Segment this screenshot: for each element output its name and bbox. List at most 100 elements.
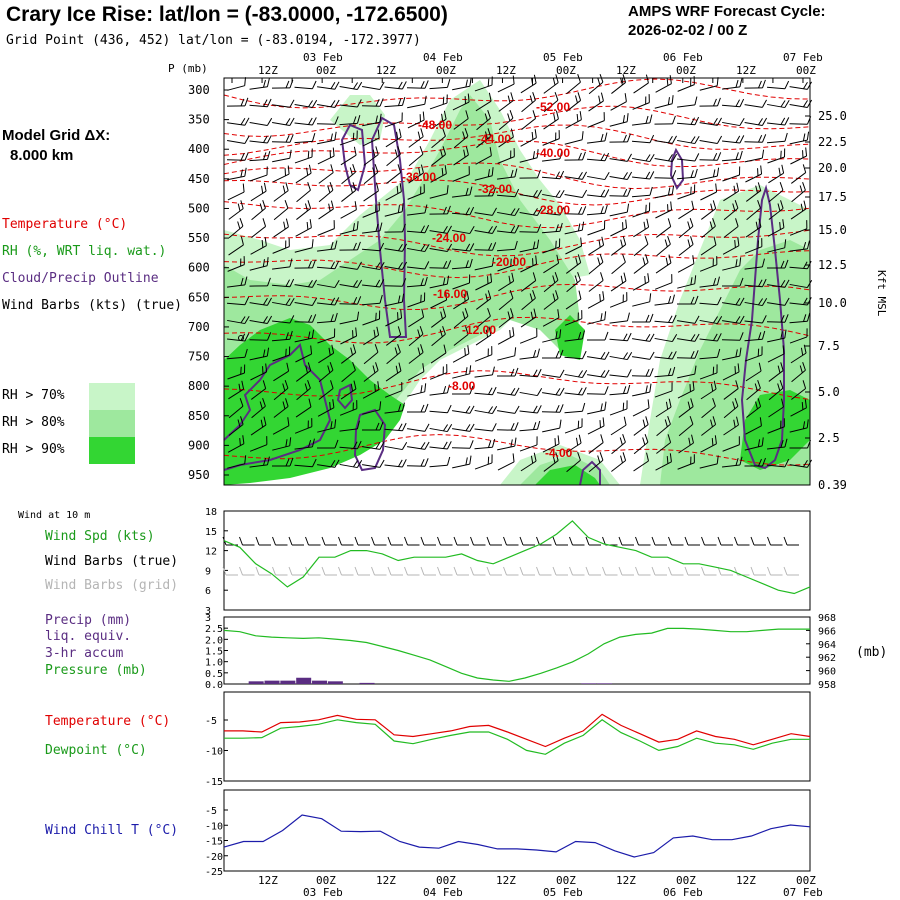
- wind-barb-flag: [240, 200, 244, 209]
- wind-barb-shaft: [656, 442, 671, 454]
- wind-barb-flag: [649, 114, 653, 123]
- wind-barb: [587, 132, 608, 144]
- wind-barb-flag: [532, 349, 537, 358]
- wind-barb-flag: [713, 380, 717, 390]
- wind-barb-flag: [757, 439, 761, 447]
- pressure-tick-label: 500: [188, 201, 210, 215]
- wind-barb-shaft: [722, 265, 740, 271]
- wind-barb: [541, 404, 564, 413]
- wind-barb: [429, 404, 452, 414]
- wind-barb: [430, 291, 448, 309]
- wind-barb-shaft: [429, 464, 448, 468]
- wind-barb: [789, 240, 810, 252]
- wind-barb: [744, 437, 764, 451]
- wind-barb-flag: [333, 328, 336, 338]
- wind-barb-flag: [439, 149, 443, 158]
- wind-barb-shaft: [227, 85, 245, 91]
- wind-barb-shaft: [295, 227, 312, 237]
- pressure-line: [223, 627, 810, 682]
- wind-barb-shaft: [654, 356, 673, 360]
- wind-barb-flag: [807, 297, 812, 306]
- barb-flag: [519, 566, 524, 576]
- pressure-tick-label: 350: [188, 113, 210, 127]
- wind-barb: [407, 95, 427, 109]
- xs-axes: 3003504004505005506006507007508008509009…: [188, 78, 847, 492]
- wind-barb: [721, 277, 744, 287]
- barb-flag: [486, 566, 491, 576]
- wind-barb-flag: [375, 115, 378, 124]
- wind-barb-flag: [240, 416, 244, 425]
- wind-barb-flag: [802, 362, 806, 371]
- wind-barb: [339, 81, 363, 91]
- wind-barb-shaft: [610, 280, 627, 292]
- wind-barb-flag: [602, 417, 605, 426]
- wind-barb-shaft: [678, 442, 694, 454]
- wind-barb-shaft: [226, 356, 246, 360]
- wind-barb-shaft: [272, 157, 290, 163]
- wind-barb-flag: [692, 255, 695, 264]
- wind-barb-flag: [286, 362, 290, 372]
- wind-barb-flag: [375, 99, 380, 107]
- legend-pressure: Pressure (mb): [45, 663, 147, 678]
- wind-barb-flag: [710, 383, 714, 392]
- wind-barb-shaft: [654, 320, 673, 324]
- wind-barb-flag: [555, 290, 559, 299]
- wind-barb-shaft: [497, 230, 515, 234]
- barb-flag: [338, 566, 342, 576]
- wind-barb-flag: [644, 434, 649, 443]
- wind-barb-flag: [240, 277, 244, 286]
- wind-barb-flag: [356, 420, 360, 430]
- wind-barb: [407, 292, 426, 308]
- wind-barb: [363, 344, 379, 365]
- pressure-tick-label: 700: [188, 320, 210, 334]
- wind-barb: [586, 204, 608, 216]
- grid-point-subtitle: Grid Point (436, 452) lat/lon = (-83.019…: [6, 33, 421, 48]
- wind-barb: [452, 93, 470, 111]
- wind-barb-flag: [379, 242, 385, 251]
- wind-barb: [407, 111, 425, 129]
- wind-barb-flag: [672, 314, 677, 324]
- wind-barb-shaft: [227, 191, 245, 201]
- wind-barb-flag: [555, 452, 559, 461]
- wind-barb-flag: [734, 366, 736, 374]
- wind-barb-shaft: [700, 191, 717, 201]
- wind-barb-flag: [424, 204, 428, 213]
- wind-barb: [250, 182, 267, 202]
- temperature-contour-label: -52.00: [536, 100, 570, 114]
- wind-barb-flag: [262, 398, 266, 407]
- wind-barb: [723, 380, 739, 400]
- wind-barb: [654, 170, 677, 179]
- pressure-unit-label: (mb): [856, 645, 888, 660]
- wind-barb-flag: [806, 312, 811, 322]
- wind-barb-shaft: [699, 463, 718, 469]
- wind-barb-flag: [533, 74, 537, 84]
- wind-barb: [339, 99, 362, 108]
- wind-barb-flag: [555, 171, 561, 179]
- wind-barb-flag: [533, 369, 538, 377]
- wind-barb-flag: [462, 131, 466, 139]
- wind-barb: [386, 164, 402, 184]
- surface-wind-barb-grid: [684, 566, 700, 576]
- wind-barb: [384, 293, 405, 307]
- wind-barb: [429, 260, 452, 269]
- wind-barb-flag: [687, 401, 691, 410]
- wind-barb-flag: [737, 363, 740, 372]
- wind-barb-flag: [442, 146, 447, 155]
- wind-barb-flag: [598, 239, 601, 248]
- wind-barb-shaft: [250, 424, 267, 436]
- wind-barb: [318, 362, 334, 383]
- wind-barb: [722, 166, 741, 182]
- wind-barb-shaft: [654, 302, 673, 306]
- wind-barb-flag: [420, 81, 425, 89]
- wind-barb-flag: [510, 439, 513, 448]
- wind-barb: [384, 243, 407, 252]
- wind-barb-flag: [311, 279, 317, 288]
- wind-barb: [744, 99, 767, 108]
- wind-barb-flag: [446, 78, 451, 88]
- wind-barb-flag: [464, 308, 469, 317]
- wind-barb-flag: [581, 171, 587, 180]
- wind-barb: [272, 417, 290, 435]
- surface-wind-barb: [437, 536, 453, 546]
- wind-barb-shaft: [475, 100, 492, 112]
- wind-barb-flag: [716, 77, 719, 86]
